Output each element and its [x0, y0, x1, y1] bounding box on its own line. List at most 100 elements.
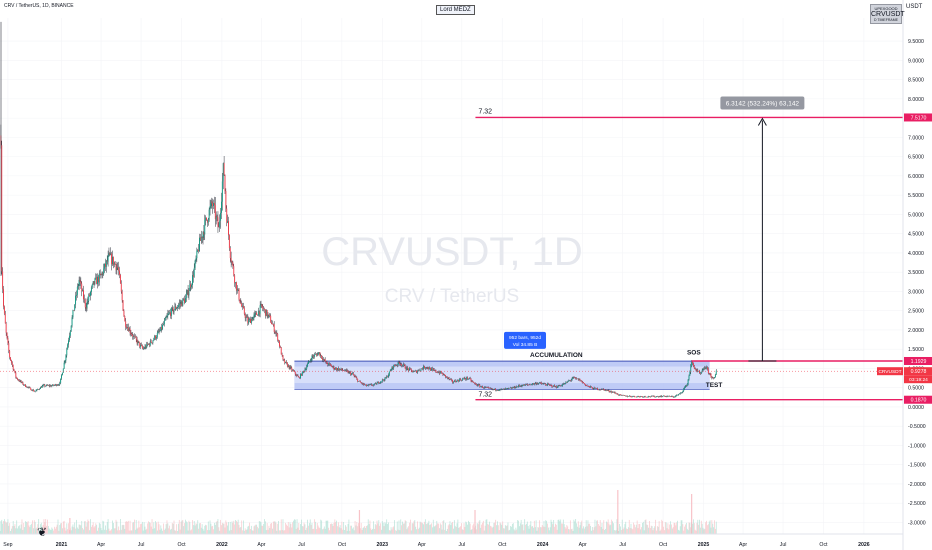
volume-bar: [54, 526, 55, 534]
candle-body: [641, 396, 642, 397]
candle-body: [243, 308, 245, 315]
volume-bar: [390, 527, 392, 534]
watermark-title: CRVUSDT, 1D: [321, 230, 583, 274]
candle-body: [47, 384, 48, 386]
candle-body: [58, 384, 60, 386]
volume-bar: [653, 527, 655, 534]
candle-body: [599, 389, 601, 390]
candle-body: [362, 383, 364, 384]
candle-body: [561, 385, 563, 387]
candle-body: [256, 312, 258, 315]
volume-bar: [317, 525, 319, 534]
candle-body: [539, 382, 541, 384]
candle-body: [130, 332, 132, 334]
candle-body: [619, 394, 621, 396]
volume-bar: [528, 528, 530, 534]
volume-bar: [62, 521, 64, 534]
volume-bar: [416, 529, 417, 534]
candle-body: [245, 316, 247, 319]
candle-body: [239, 299, 241, 303]
candle-body: [560, 385, 562, 387]
volume-bar: [435, 524, 437, 534]
candle-body: [186, 290, 188, 294]
volume-bar: [508, 530, 510, 534]
volume-bar: [127, 521, 128, 534]
candle-body: [52, 384, 54, 386]
candle-body: [634, 396, 636, 398]
volume-bar: [671, 524, 672, 534]
candle-body: [236, 288, 238, 291]
volume-bar: [457, 519, 459, 534]
candle-body: [583, 383, 585, 384]
candle-body: [242, 305, 244, 309]
candle-body: [80, 281, 82, 284]
candle-body: [390, 370, 392, 371]
volume-bar: [100, 527, 102, 534]
tradingview-logo-icon[interactable]: ❦: [37, 525, 48, 539]
volume-bar: [49, 529, 51, 534]
candle-body: [682, 391, 684, 393]
volume-bar: [520, 519, 522, 534]
candle-body: [675, 395, 677, 397]
volume-bar: [353, 530, 355, 534]
volume-bar: [427, 522, 429, 534]
volume-bar: [629, 528, 631, 534]
volume-bar: [530, 521, 532, 534]
candle-body: [298, 376, 300, 378]
candle-body: [551, 385, 553, 387]
volume-bar: [552, 524, 554, 534]
currency-label[interactable]: USDT: [906, 4, 923, 10]
candle-body: [305, 369, 307, 370]
volume-bar: [685, 524, 686, 534]
volume-bar: [219, 530, 221, 534]
volume-bar: [651, 526, 653, 534]
candle-body: [144, 346, 146, 349]
volume-bar: [295, 528, 297, 534]
candle-body: [689, 372, 691, 376]
volume-bar: [217, 519, 219, 534]
candle-body: [281, 354, 283, 356]
candle-body: [87, 300, 89, 302]
candle-body: [384, 377, 386, 381]
candle-body: [192, 275, 193, 286]
volume-bar: [547, 523, 548, 534]
volume-bar: [699, 519, 700, 534]
volume-bar: [562, 523, 563, 534]
volume-bar: [600, 526, 602, 534]
candle-body: [81, 283, 83, 292]
volume-bar: [603, 520, 605, 534]
candle-body: [335, 368, 337, 370]
volume-bar: [231, 521, 233, 534]
volume-bar: [675, 525, 677, 534]
volume-bar: [641, 527, 642, 534]
candle-body: [496, 390, 497, 391]
candle-body: [477, 384, 479, 386]
candle-body: [273, 324, 275, 332]
volume-bar: [566, 524, 568, 534]
volume-bar: [74, 522, 76, 534]
volume-bar: [352, 527, 354, 534]
volume-bar: [37, 524, 39, 534]
candle-body: [313, 356, 315, 357]
volume-bar: [412, 523, 414, 534]
volume-bar: [9, 523, 11, 534]
candle-body: [708, 373, 710, 374]
candle-body: [337, 368, 338, 371]
volume-bar: [446, 528, 448, 534]
volume-bar: [381, 529, 382, 534]
volume-bar: [221, 525, 222, 534]
volume-bar: [343, 521, 345, 534]
candle-body: [296, 375, 298, 376]
volume-bar: [429, 525, 431, 534]
candle-body: [540, 382, 541, 384]
volume-bar: [393, 526, 395, 534]
candle-body: [491, 388, 493, 390]
candle-body: [152, 340, 154, 343]
candle-body: [49, 385, 51, 387]
candle-body: [315, 354, 317, 355]
candle-body: [23, 384, 25, 385]
candle-body: [338, 369, 340, 371]
volume-bar: [77, 528, 79, 534]
candle-body: [671, 396, 673, 397]
